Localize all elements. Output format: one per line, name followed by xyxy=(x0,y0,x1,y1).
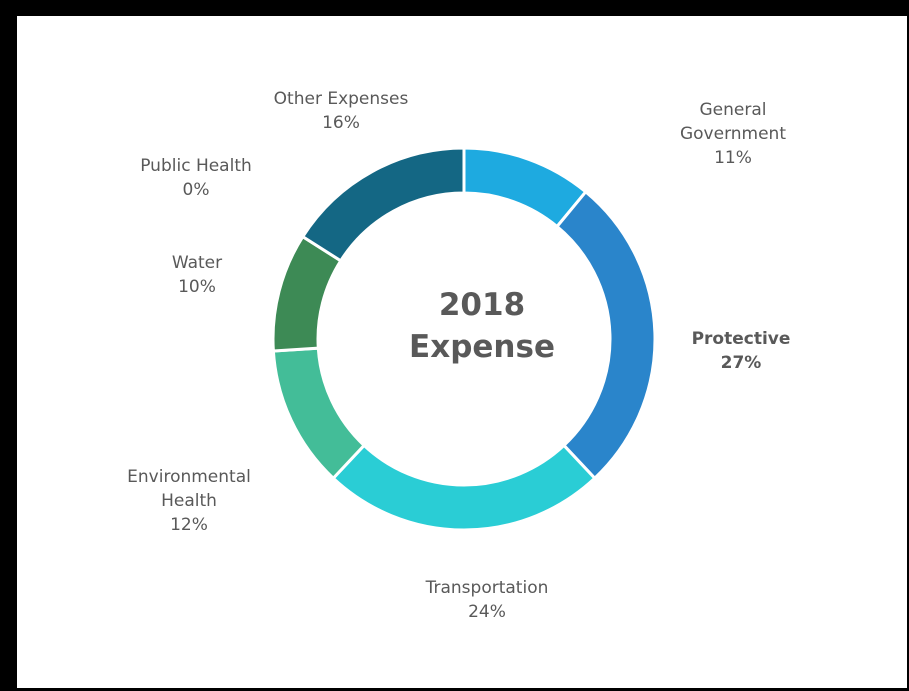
label-other-expenses: Other Expenses 16% xyxy=(273,89,409,133)
slice-environmental-health xyxy=(271,346,367,481)
chart-title: 2018 Expense xyxy=(402,284,562,368)
label-public-health: Public Health 0% xyxy=(140,156,252,200)
slice-transportation xyxy=(331,443,597,532)
slice-protective xyxy=(554,189,657,481)
donut-chart xyxy=(271,146,657,532)
label-general-government: General Government 11% xyxy=(679,100,787,168)
chart-title-word: Expense xyxy=(409,329,555,365)
slice-other-expenses xyxy=(300,146,466,263)
label-water: Water 10% xyxy=(171,253,223,297)
label-transportation: Transportation 24% xyxy=(425,578,549,622)
label-protective: Protective 27% xyxy=(691,329,791,373)
label-environmental-health: Environmental Health 12% xyxy=(127,467,251,535)
chart-frame: 2018 Expense General Government 11% Prot… xyxy=(17,16,907,688)
chart-title-year: 2018 xyxy=(438,287,526,323)
